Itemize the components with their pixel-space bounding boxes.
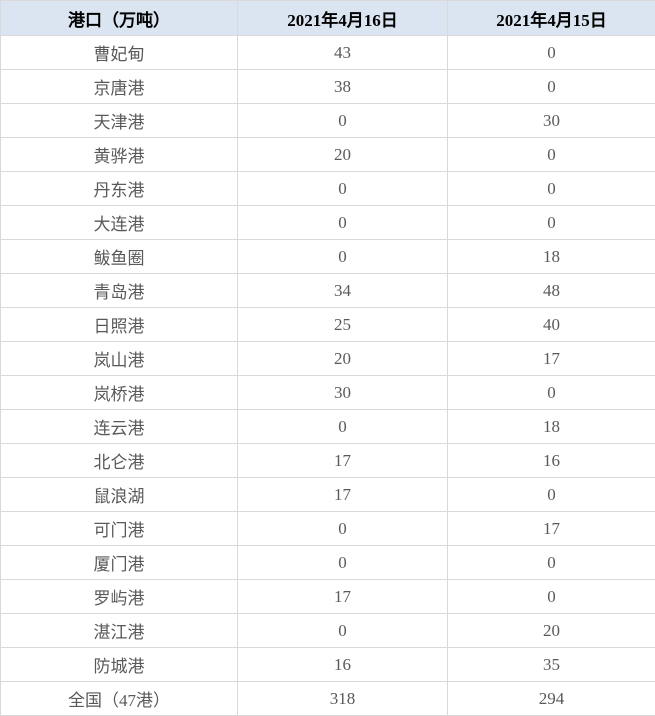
tonnage-cell: 48 (448, 274, 655, 308)
tonnage-cell: 20 (238, 342, 448, 376)
port-name: 鲅鱼圈 (1, 240, 238, 274)
header-cell: 2021年4月15日 (448, 1, 655, 36)
tonnage-cell: 35 (448, 648, 655, 682)
header-cell: 港口（万吨） (1, 1, 238, 36)
tonnage-cell: 0 (448, 478, 655, 512)
tonnage-cell: 18 (448, 410, 655, 444)
port-name: 厦门港 (1, 546, 238, 580)
tonnage-cell: 0 (238, 614, 448, 648)
tonnage-cell: 0 (448, 206, 655, 240)
tonnage-cell: 0 (238, 206, 448, 240)
port-name: 可门港 (1, 512, 238, 546)
tonnage-cell: 0 (238, 546, 448, 580)
tonnage-cell: 40 (448, 308, 655, 342)
port-name: 日照港 (1, 308, 238, 342)
tonnage-cell: 0 (238, 512, 448, 546)
tonnage-cell: 20 (238, 138, 448, 172)
tonnage-cell: 16 (238, 648, 448, 682)
tonnage-cell: 0 (238, 172, 448, 206)
tonnage-cell: 43 (238, 36, 448, 70)
tonnage-cell: 17 (448, 342, 655, 376)
tonnage-cell: 17 (448, 512, 655, 546)
port-name: 北仑港 (1, 444, 238, 478)
tonnage-cell: 0 (448, 172, 655, 206)
port-name: 大连港 (1, 206, 238, 240)
tonnage-cell: 38 (238, 70, 448, 104)
tonnage-cell: 16 (448, 444, 655, 478)
tonnage-cell: 34 (238, 274, 448, 308)
port-name: 防城港 (1, 648, 238, 682)
tonnage-cell: 18 (448, 240, 655, 274)
port-name: 京唐港 (1, 70, 238, 104)
port-name: 全国（47港） (1, 682, 238, 716)
port-name: 岚桥港 (1, 376, 238, 410)
tonnage-cell: 0 (448, 376, 655, 410)
tonnage-cell: 294 (448, 682, 655, 716)
port-name: 曹妃甸 (1, 36, 238, 70)
port-name: 黄骅港 (1, 138, 238, 172)
tonnage-cell: 0 (238, 104, 448, 138)
port-name: 连云港 (1, 410, 238, 444)
port-name: 岚山港 (1, 342, 238, 376)
tonnage-cell: 17 (238, 444, 448, 478)
tonnage-cell: 0 (448, 138, 655, 172)
tonnage-cell: 318 (238, 682, 448, 716)
port-name: 湛江港 (1, 614, 238, 648)
port-name: 鼠浪湖 (1, 478, 238, 512)
port-name: 罗屿港 (1, 580, 238, 614)
tonnage-cell: 20 (448, 614, 655, 648)
tonnage-cell: 17 (238, 580, 448, 614)
tonnage-cell: 0 (238, 410, 448, 444)
tonnage-cell: 0 (238, 240, 448, 274)
tonnage-cell: 0 (448, 546, 655, 580)
tonnage-cell: 0 (448, 36, 655, 70)
tonnage-cell: 0 (448, 70, 655, 104)
tonnage-cell: 17 (238, 478, 448, 512)
header-cell: 2021年4月16日 (238, 1, 448, 36)
tonnage-cell: 30 (448, 104, 655, 138)
port-name: 天津港 (1, 104, 238, 138)
port-name: 青岛港 (1, 274, 238, 308)
tonnage-cell: 0 (448, 580, 655, 614)
port-name: 丹东港 (1, 172, 238, 206)
tonnage-cell: 25 (238, 308, 448, 342)
tonnage-cell: 30 (238, 376, 448, 410)
